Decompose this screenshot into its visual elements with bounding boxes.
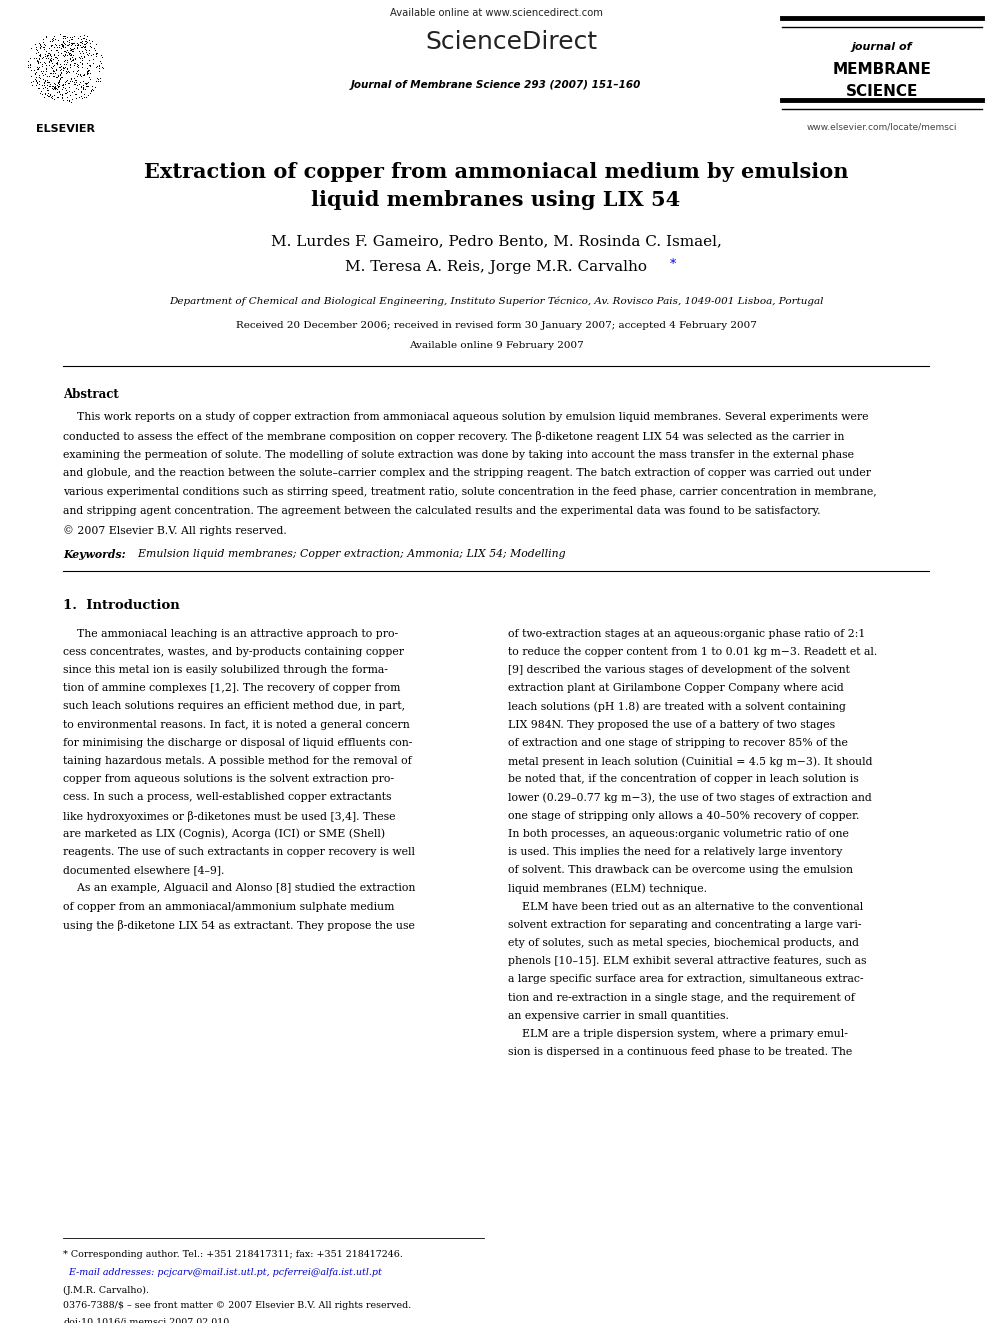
Text: Extraction of copper from ammoniacal medium by emulsion: Extraction of copper from ammoniacal med… [144,161,848,183]
Text: In both processes, an aqueous:organic volumetric ratio of one: In both processes, an aqueous:organic vo… [509,828,849,839]
Text: solvent extraction for separating and concentrating a large vari-: solvent extraction for separating and co… [509,919,862,930]
Text: leach solutions (pH 1.8) are treated with a solvent containing: leach solutions (pH 1.8) are treated wit… [509,701,846,712]
Text: M. Lurdes F. Gameiro, Pedro Bento, M. Rosinda C. Ismael,: M. Lurdes F. Gameiro, Pedro Bento, M. Ro… [271,234,721,247]
Text: and globule, and the reaction between the solute–carrier complex and the strippi: and globule, and the reaction between th… [63,468,871,479]
Text: sion is dispersed in a continuous feed phase to be treated. The: sion is dispersed in a continuous feed p… [509,1048,853,1057]
Text: for minimising the discharge or disposal of liquid effluents con-: for minimising the discharge or disposal… [63,738,413,747]
Text: lower (0.29–0.77 kg m−3), the use of two stages of extraction and: lower (0.29–0.77 kg m−3), the use of two… [509,792,872,803]
Text: 0376-7388/$ – see front matter © 2007 Elsevier B.V. All rights reserved.: 0376-7388/$ – see front matter © 2007 El… [63,1301,412,1310]
Text: www.elsevier.com/locate/memsci: www.elsevier.com/locate/memsci [806,122,957,131]
Text: liquid membranes using LIX 54: liquid membranes using LIX 54 [311,191,681,210]
Text: phenols [10–15]. ELM exhibit several attractive features, such as: phenols [10–15]. ELM exhibit several att… [509,957,867,966]
Text: 1.  Introduction: 1. Introduction [63,598,180,611]
Text: of extraction and one stage of stripping to recover 85% of the: of extraction and one stage of stripping… [509,738,848,747]
Text: like hydroxyoximes or β-diketones must be used [3,4]. These: like hydroxyoximes or β-diketones must b… [63,811,396,822]
Text: since this metal ion is easily solubilized through the forma-: since this metal ion is easily solubiliz… [63,665,388,675]
Text: ELSEVIER: ELSEVIER [36,124,94,134]
Text: LIX 984N. They proposed the use of a battery of two stages: LIX 984N. They proposed the use of a bat… [509,720,835,729]
Text: of two-extraction stages at an aqueous:organic phase ratio of 2:1: of two-extraction stages at an aqueous:o… [509,628,866,639]
Text: tion of ammine complexes [1,2]. The recovery of copper from: tion of ammine complexes [1,2]. The reco… [63,683,401,693]
Text: ELM have been tried out as an alternative to the conventional: ELM have been tried out as an alternativ… [509,901,864,912]
Text: * Corresponding author. Tel.: +351 218417311; fax: +351 218417246.: * Corresponding author. Tel.: +351 21841… [63,1250,403,1259]
Text: © 2007 Elsevier B.V. All rights reserved.: © 2007 Elsevier B.V. All rights reserved… [63,525,287,536]
Text: metal present in leach solution (Cuinitial = 4.5 kg m−3). It should: metal present in leach solution (Cuiniti… [509,755,873,766]
Text: Received 20 December 2006; received in revised form 30 January 2007; accepted 4 : Received 20 December 2006; received in r… [235,321,757,329]
Text: conducted to assess the effect of the membrane composition on copper recovery. T: conducted to assess the effect of the me… [63,431,844,442]
Text: ety of solutes, such as metal species, biochemical products, and: ety of solutes, such as metal species, b… [509,938,859,949]
Text: tion and re-extraction in a single stage, and the requirement of: tion and re-extraction in a single stage… [509,992,855,1003]
Text: E-mail addresses: pcjcarv@mail.ist.utl.pt, pcferrei@alfa.ist.utl.pt: E-mail addresses: pcjcarv@mail.ist.utl.p… [63,1267,382,1277]
Text: This work reports on a study of copper extraction from ammoniacal aqueous soluti: This work reports on a study of copper e… [63,411,869,422]
Text: a large specific surface area for extraction, simultaneous extrac-: a large specific surface area for extrac… [509,975,864,984]
Text: Available online at www.sciencedirect.com: Available online at www.sciencedirect.co… [390,8,602,19]
Text: reagents. The use of such extractants in copper recovery is well: reagents. The use of such extractants in… [63,847,415,857]
Text: Emulsion liquid membranes; Copper extraction; Ammonia; LIX 54; Modelling: Emulsion liquid membranes; Copper extrac… [131,549,565,558]
Text: various experimental conditions such as stirring speed, treatment ratio, solute : various experimental conditions such as … [63,487,877,497]
Text: [9] described the various stages of development of the solvent: [9] described the various stages of deve… [509,665,850,675]
Text: extraction plant at Girilambone Copper Company where acid: extraction plant at Girilambone Copper C… [509,683,844,693]
Text: one stage of stripping only allows a 40–50% recovery of copper.: one stage of stripping only allows a 40–… [509,811,860,820]
Text: liquid membranes (ELM) technique.: liquid membranes (ELM) technique. [509,884,707,894]
Text: such leach solutions requires an efficient method due, in part,: such leach solutions requires an efficie… [63,701,405,712]
Text: are marketed as LIX (Cognis), Acorga (ICI) or SME (Shell): are marketed as LIX (Cognis), Acorga (IC… [63,828,385,839]
Text: doi:10.1016/j.memsci.2007.02.010: doi:10.1016/j.memsci.2007.02.010 [63,1318,229,1323]
Text: to reduce the copper content from 1 to 0.01 kg m−3. Readett et al.: to reduce the copper content from 1 to 0… [509,647,878,656]
Text: cess concentrates, wastes, and by-products containing copper: cess concentrates, wastes, and by-produc… [63,647,404,656]
Text: MEMBRANE: MEMBRANE [832,62,931,77]
Text: of solvent. This drawback can be overcome using the emulsion: of solvent. This drawback can be overcom… [509,865,853,876]
Bar [10,30,120,112]
Text: Keywords:: Keywords: [63,549,126,560]
Text: *: * [670,258,677,271]
Text: to environmental reasons. In fact, it is noted a general concern: to environmental reasons. In fact, it is… [63,720,410,729]
Text: examining the permeation of solute. The modelling of solute extraction was done : examining the permeation of solute. The … [63,450,854,459]
Text: M. Teresa A. Reis, Jorge M.R. Carvalho: M. Teresa A. Reis, Jorge M.R. Carvalho [345,261,647,274]
Text: ELM are a triple dispersion system, where a primary emul-: ELM are a triple dispersion system, wher… [509,1029,848,1039]
Text: Abstract: Abstract [63,388,119,401]
Text: taining hazardous metals. A possible method for the removal of: taining hazardous metals. A possible met… [63,755,412,766]
Text: The ammoniacal leaching is an attractive approach to pro-: The ammoniacal leaching is an attractive… [63,628,398,639]
Text: be noted that, if the concentration of copper in leach solution is: be noted that, if the concentration of c… [509,774,859,785]
Text: (J.M.R. Carvalho).: (J.M.R. Carvalho). [63,1286,149,1295]
Text: SCIENCE: SCIENCE [846,83,919,99]
Text: cess. In such a process, well-established copper extractants: cess. In such a process, well-establishe… [63,792,392,803]
Text: Journal of Membrane Science 293 (2007) 151–160: Journal of Membrane Science 293 (2007) 1… [351,79,641,90]
Text: ScienceDirect: ScienceDirect [425,30,597,54]
Text: copper from aqueous solutions is the solvent extraction pro-: copper from aqueous solutions is the sol… [63,774,394,785]
Text: journal of: journal of [852,42,913,52]
Text: Available online 9 February 2007: Available online 9 February 2007 [409,341,583,351]
Text: an expensive carrier in small quantities.: an expensive carrier in small quantities… [509,1011,729,1021]
Text: and stripping agent concentration. The agreement between the calculated results : and stripping agent concentration. The a… [63,505,820,516]
Text: documented elsewhere [4–9].: documented elsewhere [4–9]. [63,865,224,876]
Text: using the β-diketone LIX 54 as extractant. They propose the use: using the β-diketone LIX 54 as extractan… [63,919,415,931]
Text: is used. This implies the need for a relatively large inventory: is used. This implies the need for a rel… [509,847,843,857]
Text: As an example, Alguacil and Alonso [8] studied the extraction: As an example, Alguacil and Alonso [8] s… [63,884,416,893]
Text: Department of Chemical and Biological Engineering, Instituto Superior Técnico, A: Department of Chemical and Biological En… [169,296,823,306]
Text: of copper from an ammoniacal/ammonium sulphate medium: of copper from an ammoniacal/ammonium su… [63,901,395,912]
